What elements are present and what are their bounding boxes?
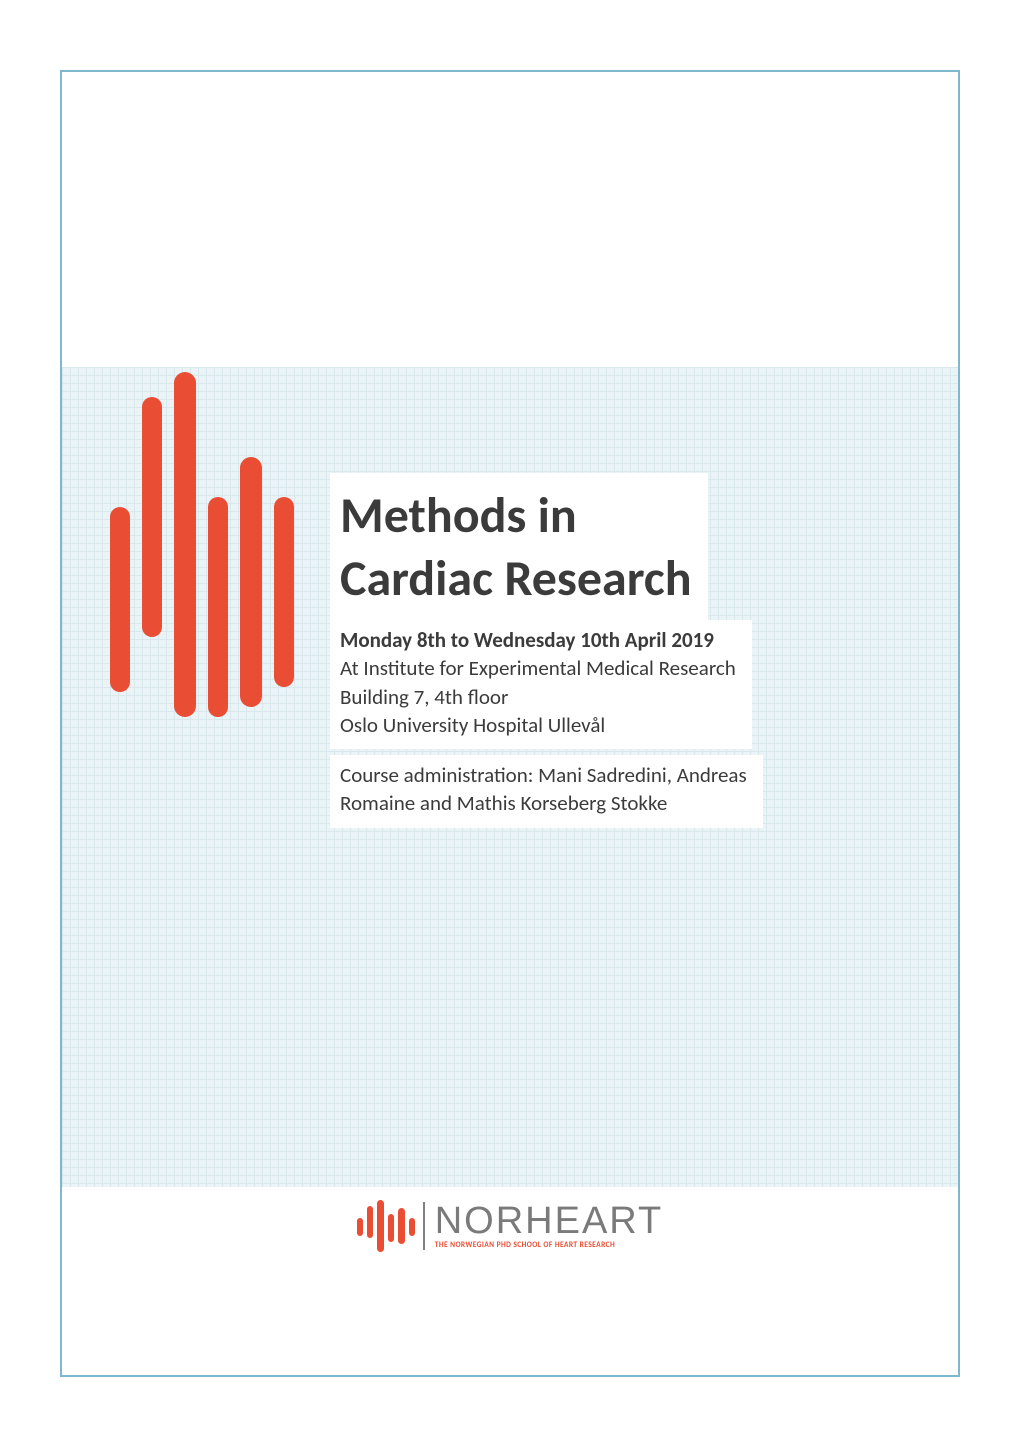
logo-bars-icon xyxy=(357,1200,413,1252)
decorative-bar xyxy=(274,497,294,687)
logo-bar xyxy=(357,1218,363,1236)
logo-bar xyxy=(367,1206,373,1238)
logo-container: NORHEART THE NORWEGIAN PHD SCHOOL OF HEA… xyxy=(0,1200,1020,1252)
admin-line-2: Romaine and Mathis Korseberg Stokke xyxy=(340,789,747,817)
decorative-bar xyxy=(240,457,262,707)
admin-block: Course administration: Mani Sadredini, A… xyxy=(330,755,763,828)
admin-line-1: Course administration: Mani Sadredini, A… xyxy=(340,761,747,789)
date-line: Monday 8th to Wednesday 10th April 2019 xyxy=(340,626,736,654)
location-line-2: Building 7, 4th floor xyxy=(340,683,736,711)
logo-sub-text: THE NORWEGIAN PHD SCHOOL OF HEART RESEAR… xyxy=(435,1242,664,1250)
title-line-1: Methods in xyxy=(340,485,692,548)
decorative-bar xyxy=(110,507,130,692)
logo-bar xyxy=(398,1208,405,1244)
norheart-logo: NORHEART THE NORWEGIAN PHD SCHOOL OF HEA… xyxy=(357,1200,664,1252)
decorative-bar xyxy=(208,497,228,717)
logo-text-block: NORHEART THE NORWEGIAN PHD SCHOOL OF HEA… xyxy=(423,1202,664,1250)
decorative-bar xyxy=(174,372,196,717)
logo-bar xyxy=(377,1200,384,1252)
logo-bar xyxy=(388,1214,394,1242)
decorative-bar xyxy=(142,397,162,637)
logo-main-text: NORHEART xyxy=(435,1202,664,1240)
logo-bar xyxy=(409,1218,415,1236)
details-block: Monday 8th to Wednesday 10th April 2019 … xyxy=(330,620,752,749)
title-line-2: Cardiac Research xyxy=(340,548,692,611)
title-block: Methods in Cardiac Research xyxy=(330,473,708,622)
location-line-1: At Institute for Experimental Medical Re… xyxy=(340,654,736,682)
decorative-bars-graphic xyxy=(110,367,320,727)
location-line-3: Oslo University Hospital Ullevål xyxy=(340,711,736,739)
